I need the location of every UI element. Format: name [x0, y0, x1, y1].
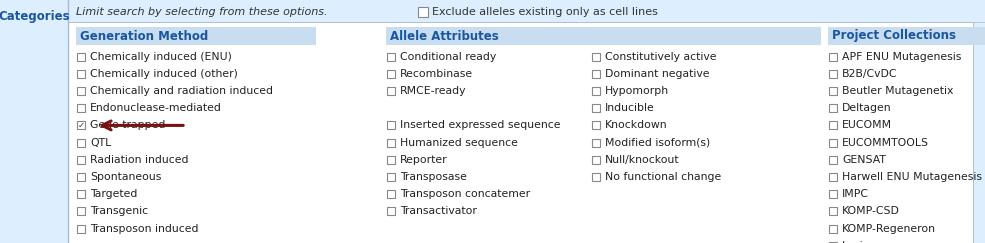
Bar	[592, 104, 600, 112]
Text: Recombinase: Recombinase	[400, 69, 473, 79]
Bar	[387, 139, 395, 147]
Bar	[592, 156, 600, 164]
Text: Project Collections: Project Collections	[832, 29, 956, 43]
Text: B2B/CvDC: B2B/CvDC	[842, 69, 897, 79]
Bar	[77, 139, 85, 147]
Text: KOMP-CSD: KOMP-CSD	[842, 206, 900, 217]
Bar	[829, 70, 837, 78]
Text: Null/knockout: Null/knockout	[605, 155, 680, 165]
Text: APF ENU Mutagenesis: APF ENU Mutagenesis	[842, 52, 961, 61]
Bar	[387, 87, 395, 95]
Text: Conditional ready: Conditional ready	[400, 52, 496, 61]
Text: Endonuclease-mediated: Endonuclease-mediated	[90, 103, 222, 113]
Text: Transposase: Transposase	[400, 172, 467, 182]
Bar	[77, 190, 85, 198]
Text: Inserted expressed sequence: Inserted expressed sequence	[400, 120, 560, 130]
Text: Transactivator: Transactivator	[400, 206, 477, 217]
Text: Targeted: Targeted	[90, 189, 137, 199]
Bar	[829, 225, 837, 233]
Bar	[592, 139, 600, 147]
Bar	[77, 207, 85, 215]
Bar	[387, 52, 395, 61]
Bar	[592, 87, 600, 95]
Text: QTL: QTL	[90, 138, 111, 148]
Bar	[592, 122, 600, 130]
Bar	[386, 27, 821, 45]
Bar	[387, 207, 395, 215]
Bar	[829, 104, 837, 112]
Bar	[829, 122, 837, 130]
Text: Gene trapped: Gene trapped	[90, 120, 165, 130]
Text: IMPC: IMPC	[842, 189, 869, 199]
Bar	[387, 190, 395, 198]
Text: Humanized sequence: Humanized sequence	[400, 138, 518, 148]
Bar	[77, 70, 85, 78]
Bar	[77, 87, 85, 95]
Bar	[829, 173, 837, 181]
Text: Hypomorph: Hypomorph	[605, 86, 669, 96]
Text: Lexicon: Lexicon	[842, 241, 884, 243]
Text: Generation Method: Generation Method	[80, 29, 208, 43]
Text: Harwell ENU Mutagenesis: Harwell ENU Mutagenesis	[842, 172, 982, 182]
Bar	[77, 52, 85, 61]
Text: Transposon concatemer: Transposon concatemer	[400, 189, 530, 199]
Text: Deltagen: Deltagen	[842, 103, 891, 113]
Bar	[829, 52, 837, 61]
Text: GENSAT: GENSAT	[842, 155, 886, 165]
Bar	[592, 70, 600, 78]
Bar	[387, 70, 395, 78]
Bar	[829, 156, 837, 164]
Text: Dominant negative: Dominant negative	[605, 69, 709, 79]
Text: Allele Attributes: Allele Attributes	[390, 29, 498, 43]
Bar	[387, 122, 395, 130]
Text: No functional change: No functional change	[605, 172, 721, 182]
Bar	[829, 242, 837, 243]
Text: Constitutively active: Constitutively active	[605, 52, 716, 61]
Bar	[592, 173, 600, 181]
Bar	[76, 27, 316, 45]
Bar	[77, 104, 85, 112]
Text: Chemically induced (other): Chemically induced (other)	[90, 69, 237, 79]
Text: EUCOMMTOOLS: EUCOMMTOOLS	[842, 138, 929, 148]
Text: Limit search by selecting from these options.: Limit search by selecting from these opt…	[76, 7, 327, 17]
Text: Knockdown: Knockdown	[605, 120, 668, 130]
Bar	[77, 156, 85, 164]
Text: EUCOMM: EUCOMM	[842, 120, 892, 130]
Text: RMCE-ready: RMCE-ready	[400, 86, 467, 96]
Text: ✓: ✓	[78, 121, 85, 130]
Bar	[387, 173, 395, 181]
Text: Beutler Mutagenetix: Beutler Mutagenetix	[842, 86, 953, 96]
Text: Chemically and radiation induced: Chemically and radiation induced	[90, 86, 273, 96]
Text: KOMP-Regeneron: KOMP-Regeneron	[842, 224, 936, 234]
Text: Categories: Categories	[0, 10, 70, 23]
Text: Transgenic: Transgenic	[90, 206, 148, 217]
Text: Radiation induced: Radiation induced	[90, 155, 188, 165]
Bar	[828, 27, 985, 45]
Text: Spontaneous: Spontaneous	[90, 172, 162, 182]
Text: Exclude alleles existing only as cell lines: Exclude alleles existing only as cell li…	[432, 7, 658, 17]
Bar	[592, 52, 600, 61]
Bar	[829, 87, 837, 95]
Bar	[829, 207, 837, 215]
Text: Inducible: Inducible	[605, 103, 655, 113]
Text: Chemically induced (ENU): Chemically induced (ENU)	[90, 52, 231, 61]
Text: Transposon induced: Transposon induced	[90, 224, 199, 234]
Text: Reporter: Reporter	[400, 155, 447, 165]
Bar	[829, 190, 837, 198]
Bar	[829, 139, 837, 147]
Bar	[77, 122, 85, 130]
Bar	[418, 7, 428, 17]
Bar	[387, 156, 395, 164]
Text: Modified isoform(s): Modified isoform(s)	[605, 138, 710, 148]
Bar	[77, 225, 85, 233]
Bar	[77, 173, 85, 181]
